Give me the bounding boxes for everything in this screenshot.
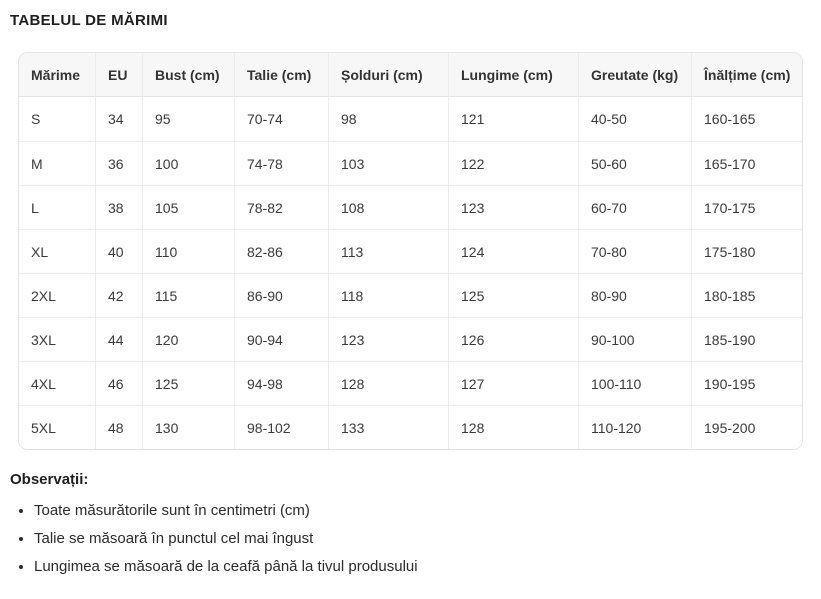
table-cell: 123 [328,317,448,361]
table-cell: 125 [448,273,578,317]
table-cell: 128 [448,405,578,449]
size-label-cell: 3XL [19,317,95,361]
column-header: EU [95,53,142,97]
table-cell: 90-100 [578,317,691,361]
table-cell: 124 [448,229,578,273]
notes-list: Toate măsurătorile sunt în centimetri (c… [10,502,790,575]
table-cell: 133 [328,405,448,449]
size-table-container: Mărime EU Bust (cm) Talie (cm) Șolduri (cm) L… [18,52,803,450]
table-cell: 94-98 [234,361,328,405]
table-cell: 70-80 [578,229,691,273]
size-label-cell: 5XL [19,405,95,449]
table-cell: 98-102 [234,405,328,449]
table-row: 3XL 44 120 90-94 123 126 90-100 185-190 [19,317,802,361]
table-cell: 190-195 [691,361,802,405]
table-cell: 185-190 [691,317,802,361]
table-cell: 38 [95,185,142,229]
table-cell: 175-180 [691,229,802,273]
note-item: Toate măsurătorile sunt în centimetri (c… [34,502,790,519]
table-cell: 34 [95,97,142,141]
table-cell: 60-70 [578,185,691,229]
table-cell: 90-94 [234,317,328,361]
table-cell: 42 [95,273,142,317]
size-table: Mărime EU Bust (cm) Talie (cm) Șolduri (cm) L… [19,53,802,449]
table-cell: 160-165 [691,97,802,141]
table-cell: 46 [95,361,142,405]
table-cell: 113 [328,229,448,273]
table-cell: 48 [95,405,142,449]
page-title: TABELUL DE MĂRIMI [10,12,168,29]
table-cell: 121 [448,97,578,141]
table-cell: 165-170 [691,141,802,185]
size-label-cell: XL [19,229,95,273]
size-label-cell: 2XL [19,273,95,317]
table-cell: 80-90 [578,273,691,317]
note-item: Lungimea se măsoară de la ceafă până la … [34,558,790,575]
column-header: Mărime [19,53,95,97]
table-row: 2XL 42 115 86-90 118 125 80-90 180-185 [19,273,802,317]
table-cell: 108 [328,185,448,229]
size-label-cell: S [19,97,95,141]
table-row: L 38 105 78-82 108 123 60-70 170-175 [19,185,802,229]
table-cell: 120 [142,317,234,361]
table-cell: 86-90 [234,273,328,317]
size-table-body: S 34 95 70-74 98 121 40-50 160-165 M 36 100 74-78 10… [19,97,802,449]
table-row: 4XL 46 125 94-98 128 127 100-110 190-195 [19,361,802,405]
table-cell: 123 [448,185,578,229]
table-cell: 170-175 [691,185,802,229]
column-header: Talie (cm) [234,53,328,97]
notes-section: Observații: Toate măsurătorile sunt în c… [10,471,790,586]
table-cell: 36 [95,141,142,185]
table-cell: 118 [328,273,448,317]
table-cell: 122 [448,141,578,185]
column-header: Greutate (kg) [578,53,691,97]
table-cell: 100-110 [578,361,691,405]
table-cell: 128 [328,361,448,405]
table-cell: 115 [142,273,234,317]
table-cell: 82-86 [234,229,328,273]
table-cell: 40-50 [578,97,691,141]
size-label-cell: L [19,185,95,229]
size-label-cell: M [19,141,95,185]
table-cell: 40 [95,229,142,273]
size-label-cell: 4XL [19,361,95,405]
table-cell: 127 [448,361,578,405]
table-cell: 126 [448,317,578,361]
table-cell: 98 [328,97,448,141]
note-item: Talie se măsoară în punctul cel mai îngu… [34,530,790,547]
table-cell: 70-74 [234,97,328,141]
table-cell: 50-60 [578,141,691,185]
column-header: Șolduri (cm) [328,53,448,97]
table-row: M 36 100 74-78 103 122 50-60 165-170 [19,141,802,185]
table-cell: 95 [142,97,234,141]
table-cell: 78-82 [234,185,328,229]
column-header: Bust (cm) [142,53,234,97]
table-cell: 105 [142,185,234,229]
table-cell: 110 [142,229,234,273]
table-row: S 34 95 70-74 98 121 40-50 160-165 [19,97,802,141]
table-cell: 195-200 [691,405,802,449]
table-cell: 74-78 [234,141,328,185]
table-row: 5XL 48 130 98-102 133 128 110-120 195-200 [19,405,802,449]
table-row: XL 40 110 82-86 113 124 70-80 175-180 [19,229,802,273]
size-table-header-row: Mărime EU Bust (cm) Talie (cm) Șolduri (cm) L… [19,53,802,97]
table-cell: 110-120 [578,405,691,449]
table-cell: 180-185 [691,273,802,317]
table-cell: 44 [95,317,142,361]
table-cell: 100 [142,141,234,185]
notes-heading: Observații: [10,471,89,488]
table-cell: 103 [328,141,448,185]
column-header: Lungime (cm) [448,53,578,97]
column-header: Înălțime (cm) [691,53,802,97]
table-cell: 125 [142,361,234,405]
table-cell: 130 [142,405,234,449]
